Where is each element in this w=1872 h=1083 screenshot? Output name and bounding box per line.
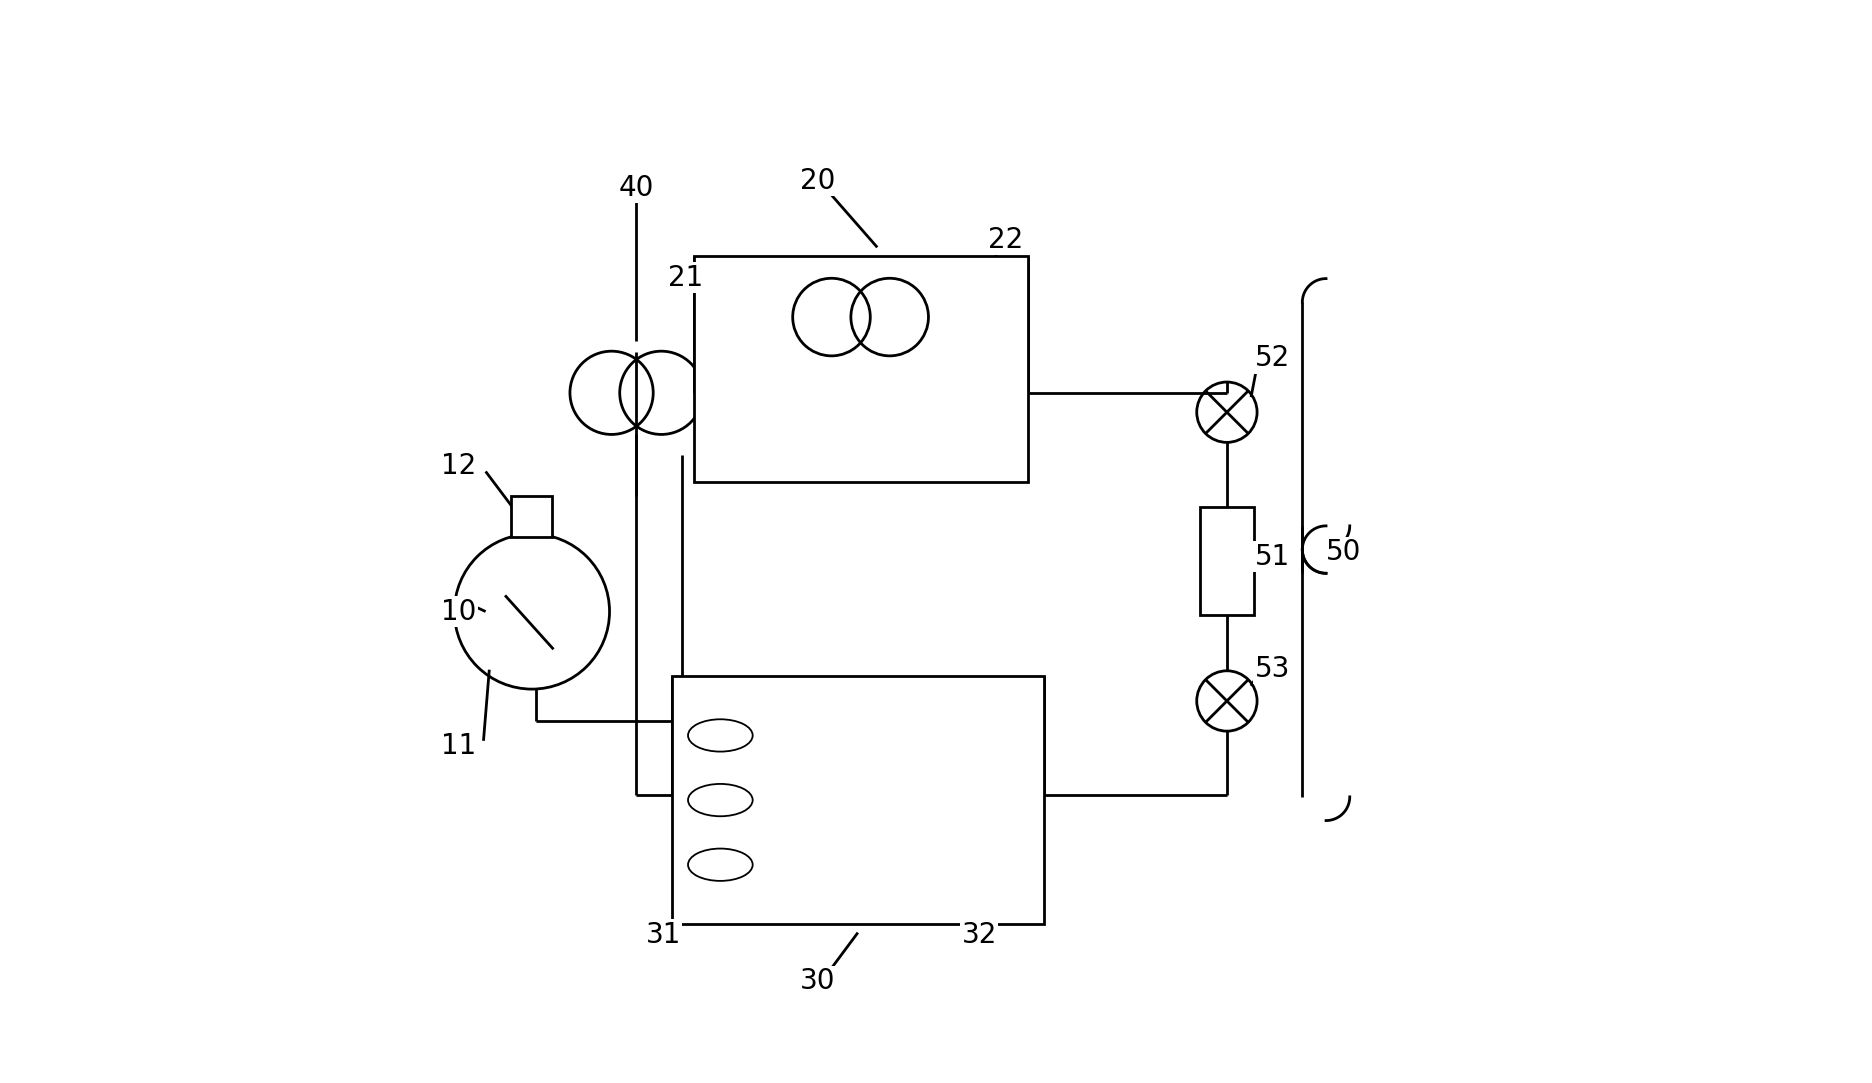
Text: 31: 31 [646, 921, 681, 949]
Bar [1200, 507, 1254, 615]
Bar [672, 676, 1045, 924]
Text: 10: 10 [442, 598, 475, 626]
Text: 53: 53 [1254, 654, 1290, 682]
Text: 12: 12 [442, 452, 475, 480]
Bar [511, 496, 552, 537]
Text: 50: 50 [1325, 538, 1361, 566]
Text: 22: 22 [988, 226, 1024, 253]
Text: 20: 20 [799, 167, 835, 195]
Text: 11: 11 [442, 732, 475, 760]
Text: 40: 40 [620, 174, 653, 203]
Text: 52: 52 [1254, 344, 1290, 373]
Bar [693, 256, 1028, 482]
Text: 51: 51 [1254, 543, 1290, 571]
Text: 32: 32 [962, 921, 996, 949]
Text: 30: 30 [799, 967, 835, 995]
Text: 21: 21 [668, 263, 704, 291]
